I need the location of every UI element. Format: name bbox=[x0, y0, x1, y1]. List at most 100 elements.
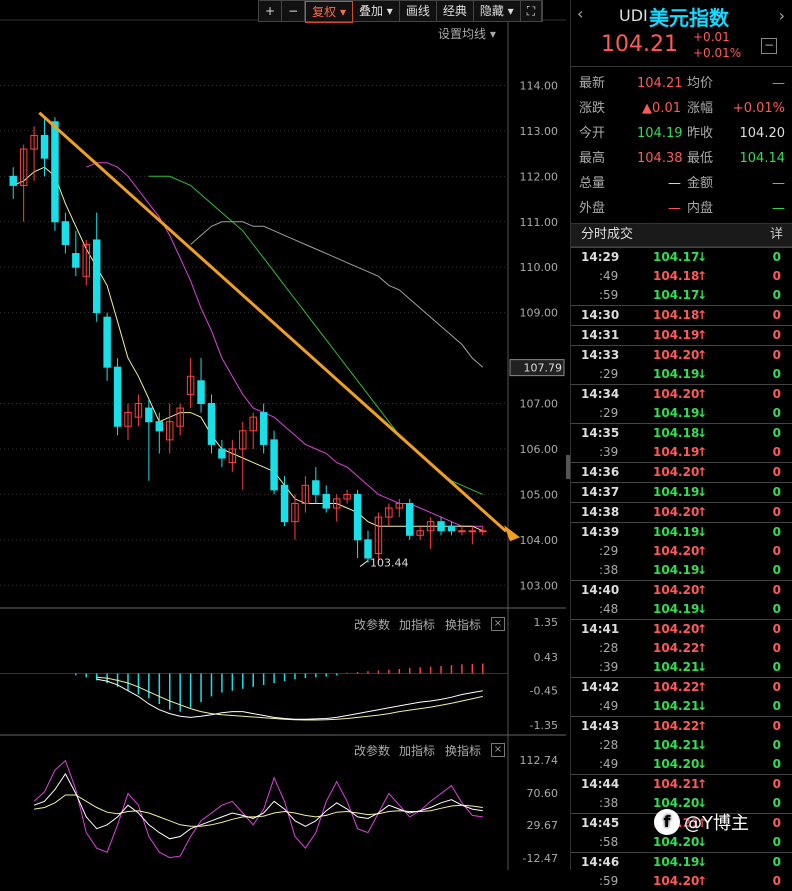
tick-price: 104.19 bbox=[653, 406, 700, 420]
current-price-marker bbox=[509, 359, 565, 377]
kdj-tick-label: 70.60 bbox=[527, 787, 559, 800]
prev-arrow-icon[interactable]: ‹ bbox=[577, 4, 584, 23]
candle-body bbox=[9, 175, 17, 186]
macd-dif-line bbox=[96, 678, 483, 720]
stat-value: 104.21 bbox=[637, 76, 683, 91]
tick-volume: 0 bbox=[772, 544, 781, 558]
ma-settings-dropdown[interactable]: 设置均线 ▾ bbox=[438, 27, 496, 41]
stat-label: 最新 bbox=[579, 76, 606, 91]
tick-time: :48 bbox=[599, 602, 619, 616]
ticks-title: 分时成交 bbox=[581, 227, 634, 242]
fuquan-dropdown[interactable]: 复权 ▾ bbox=[305, 1, 353, 23]
candle-body bbox=[364, 539, 372, 559]
tick-time: :49 bbox=[599, 699, 619, 713]
minimize-button[interactable]: − bbox=[761, 38, 777, 54]
stat-label: 昨收 bbox=[687, 126, 714, 141]
candle-body bbox=[437, 521, 445, 532]
stat-row: 总量 — 金额 — bbox=[579, 171, 785, 196]
next-arrow-icon[interactable]: › bbox=[778, 6, 785, 25]
tick-price: 104.18 bbox=[653, 308, 700, 322]
kline-chart-area[interactable]: 114.00 113.00 112.00 111.00 110.00 109.00 107.… bbox=[0, 0, 566, 870]
stat-label: 外盘 bbox=[579, 201, 606, 216]
classic-button[interactable]: 经典 bbox=[437, 1, 474, 21]
tick-price: 104.19 bbox=[653, 445, 700, 459]
candle-body bbox=[61, 221, 70, 245]
diejia-dropdown[interactable]: 叠加 ▾ bbox=[353, 1, 400, 21]
kdj-tick-label: -12.47 bbox=[523, 852, 558, 865]
arrow-up-icon: ↑ bbox=[697, 328, 708, 342]
price-tick-label: 107.00 bbox=[520, 398, 559, 411]
macd-tick-label: -0.45 bbox=[530, 685, 558, 698]
arrow-down-icon: ↓ bbox=[697, 367, 708, 381]
tick-price: 104.17 bbox=[653, 288, 700, 302]
candle-body bbox=[458, 530, 466, 533]
macd-close-icon[interactable]: × bbox=[491, 617, 505, 631]
candle-body bbox=[416, 530, 424, 536]
stat-label: 内盘 bbox=[687, 201, 714, 216]
tick-time: :29 bbox=[599, 406, 619, 420]
kdj-d-line bbox=[34, 794, 483, 827]
kdj-close-icon[interactable]: × bbox=[491, 743, 505, 757]
candle-body bbox=[406, 502, 414, 536]
tick-volume: 0 bbox=[772, 719, 781, 733]
tick-volume: 0 bbox=[772, 563, 781, 577]
kdj-params-button[interactable]: 改参数 bbox=[354, 744, 391, 758]
draw-line-button[interactable]: 画线 bbox=[400, 1, 437, 21]
macd-params-button[interactable]: 改参数 bbox=[354, 618, 391, 632]
tick-price: 104.19 bbox=[653, 563, 700, 577]
zoom-out-button[interactable]: − bbox=[282, 1, 306, 21]
tick-price: 104.20 bbox=[653, 583, 700, 597]
tick-volume: 0 bbox=[772, 777, 781, 791]
arrow-down-icon: ↓ bbox=[697, 525, 708, 539]
tick-time: 14:39 bbox=[581, 525, 620, 539]
tick-price: 104.20 bbox=[653, 796, 700, 810]
macd-tick-label: 0.43 bbox=[534, 651, 559, 664]
tick-row: :39 104.21 ↓ 0 bbox=[571, 658, 792, 677]
candle-body bbox=[40, 134, 49, 159]
tick-time: 14:43 bbox=[581, 719, 620, 733]
panel-resize-handle[interactable] bbox=[566, 455, 570, 479]
arrow-down-icon: ↓ bbox=[697, 660, 708, 674]
expand-icon[interactable]: ⛶ bbox=[521, 1, 543, 21]
ma20-line bbox=[148, 175, 483, 495]
candle-body bbox=[385, 507, 393, 518]
candle-body bbox=[249, 416, 257, 432]
stat-row: 今开 104.19 昨收 104.20 bbox=[579, 121, 785, 146]
stat-value: ▲0.01 bbox=[642, 101, 681, 116]
ticks-header: 分时成交 详 bbox=[571, 224, 792, 247]
tick-row: 14:43 104.22 ↑ 0 bbox=[571, 716, 792, 736]
ticks-detail-button[interactable]: 详 bbox=[769, 227, 783, 242]
tick-volume: 0 bbox=[772, 328, 781, 342]
candle-body bbox=[312, 480, 320, 495]
tick-price: 104.22 bbox=[653, 719, 700, 733]
macd-switch-indicator-button[interactable]: 换指标 bbox=[445, 618, 482, 632]
tick-volume: 0 bbox=[772, 288, 781, 302]
kdj-switch-indicator-button[interactable]: 换指标 bbox=[445, 744, 482, 758]
tick-time: 14:42 bbox=[581, 680, 620, 694]
tick-price: 104.22 bbox=[653, 641, 700, 655]
kdj-add-indicator-button[interactable]: 加指标 bbox=[399, 744, 436, 758]
tick-volume: 0 bbox=[772, 583, 781, 597]
tick-time: 14:46 bbox=[581, 855, 620, 869]
tick-volume: 0 bbox=[772, 348, 781, 362]
tick-price: 104.20 bbox=[653, 387, 700, 401]
stat-label: 金额 bbox=[687, 176, 714, 191]
tick-price: 104.19 bbox=[653, 855, 700, 869]
candle-body bbox=[468, 530, 477, 533]
arrow-down-icon: ↓ bbox=[697, 426, 708, 440]
arrow-down-icon: ↓ bbox=[697, 835, 708, 849]
candle-body bbox=[259, 412, 268, 445]
zoom-in-button[interactable]: + bbox=[259, 1, 283, 21]
arrow-down-icon: ↓ bbox=[697, 796, 708, 810]
tick-volume: 0 bbox=[772, 250, 781, 264]
candle-body bbox=[239, 430, 247, 450]
tick-price: 104.20 bbox=[653, 465, 700, 479]
macd-add-indicator-button[interactable]: 加指标 bbox=[399, 618, 436, 632]
hide-dropdown[interactable]: 隐藏 ▾ bbox=[474, 1, 521, 21]
arrow-down-icon: ↓ bbox=[697, 406, 708, 420]
tick-row: :49 104.20 ↓ 0 bbox=[571, 755, 792, 774]
tick-volume: 0 bbox=[772, 308, 781, 322]
tick-list[interactable]: 14:29 104.17 ↓ 0:49 104.18 ↑ 0:59 104.17 ↓ 0 14:30… bbox=[571, 247, 792, 891]
stat-label: 总量 bbox=[579, 176, 606, 191]
tick-price: 104.20 bbox=[653, 544, 700, 558]
